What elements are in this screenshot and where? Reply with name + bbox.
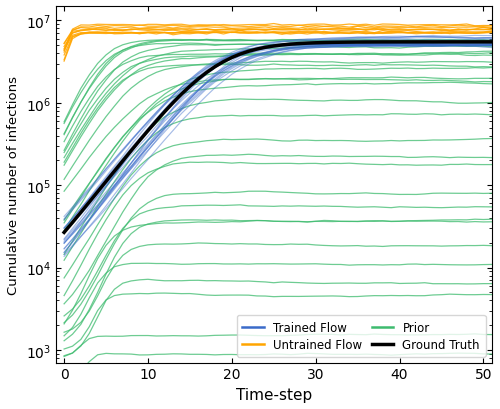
X-axis label: Time-step: Time-step [236, 387, 312, 402]
Y-axis label: Cumulative number of infections: Cumulative number of infections [7, 76, 20, 294]
Legend: Trained Flow, Untrained Flow, Prior, Ground Truth: Trained Flow, Untrained Flow, Prior, Gro… [236, 315, 486, 357]
